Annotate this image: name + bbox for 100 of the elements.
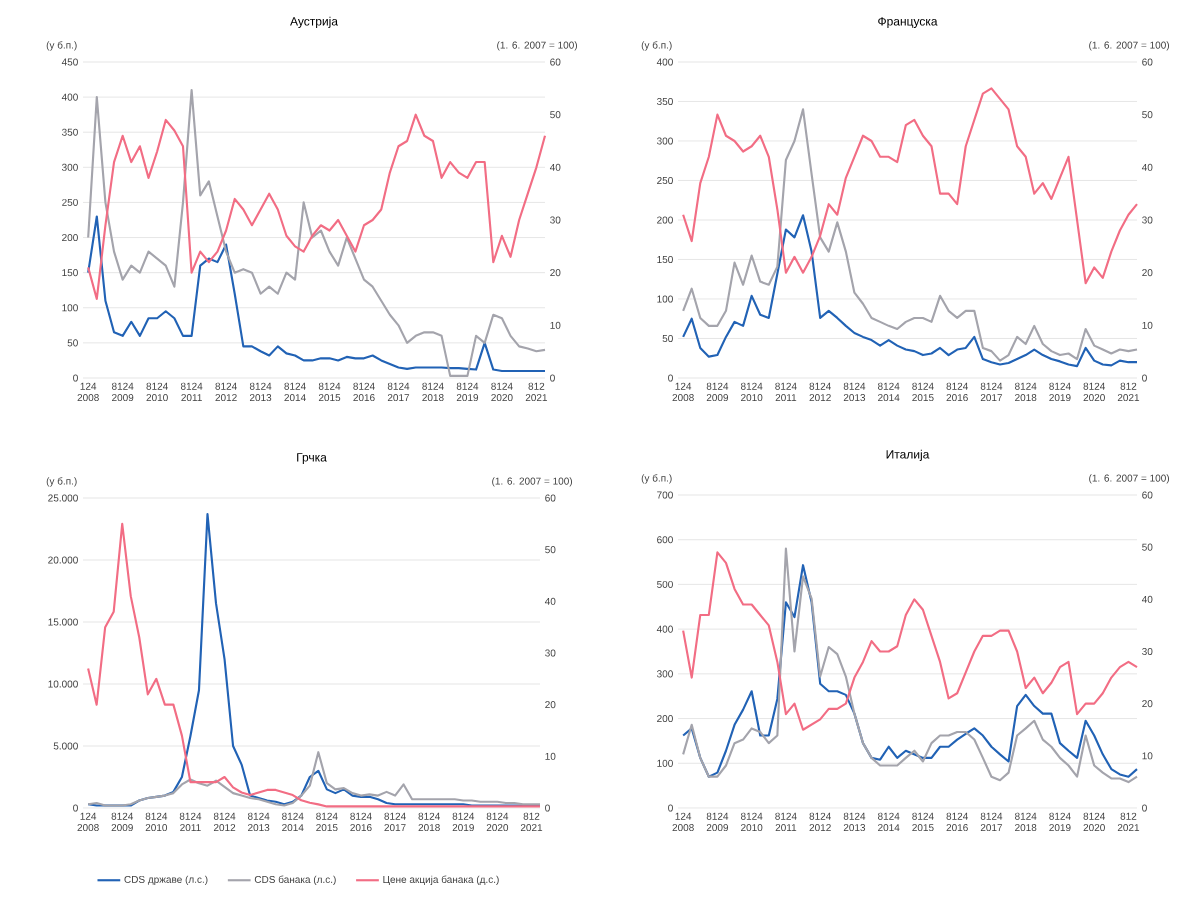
- y-tick-label: 50: [662, 334, 673, 343]
- y2-tick-label: 40: [1141, 163, 1153, 171]
- y2-tick-label: 60: [1142, 58, 1153, 66]
- x-tick-label: 8124 2014: [877, 382, 900, 402]
- y-tick-label: 200: [657, 216, 673, 224]
- y-axis-title: (у б.п.): [641, 474, 672, 484]
- y2-tick-label: 10: [1142, 752, 1153, 760]
- y2-tick-label: 0: [1142, 374, 1147, 382]
- y-tick-label: 300: [656, 670, 673, 678]
- x-tick-label: 8124 2009: [706, 382, 729, 402]
- y-tick-label: 0: [668, 374, 673, 382]
- y-tick-label: 25.000: [48, 494, 78, 502]
- line-series: [87, 113, 547, 301]
- x-tick-label: 8124 2018: [418, 812, 440, 832]
- chart-title: Аустрија: [290, 16, 338, 28]
- y-tick-label: 200: [62, 234, 78, 242]
- x-tick-label: 8124 2018: [1015, 812, 1037, 832]
- chart-title: Италија: [886, 449, 930, 461]
- x-tick-label: 124 2008: [77, 382, 99, 402]
- y2-tick-label: 60: [1142, 491, 1153, 499]
- x-tick-label: 8124 2012: [809, 812, 831, 832]
- x-tick-label: 8124 2016: [350, 812, 372, 832]
- y-tick-label: 500: [657, 580, 673, 588]
- y2-tick-label: 50: [550, 111, 561, 119]
- y2-axis-title: (1. 6. 2007 = 100): [1089, 474, 1170, 484]
- x-tick-label: 8124 2016: [946, 382, 968, 402]
- x-tick-label: 8124 2009: [111, 382, 134, 402]
- y-tick-label: 15.000: [48, 618, 78, 626]
- x-tick-label: 8124 2017: [980, 812, 1003, 832]
- chart-title: Француска: [878, 17, 938, 28]
- y2-tick-label: 0: [1142, 804, 1147, 812]
- chart-title: Грчка: [297, 453, 327, 464]
- x-tick-label: 124 2008: [77, 812, 99, 832]
- x-tick-label: 8124 2017: [980, 382, 1003, 402]
- x-tick-label: 8124 2018: [422, 382, 444, 402]
- y-tick-label: 600: [657, 536, 673, 544]
- y-tick-label: 150: [62, 269, 78, 277]
- x-tick-label: 8124 2010: [740, 382, 763, 402]
- y-tick-label: 10.000: [48, 680, 78, 688]
- x-tick-label: 8124 2020: [1083, 382, 1106, 402]
- y2-tick-label: 10: [545, 752, 556, 760]
- y-tick-label: 250: [62, 198, 78, 206]
- x-tick-label: 8124 2020: [1083, 812, 1106, 832]
- x-tick-label: 124 2008: [672, 812, 694, 832]
- y-axis-title: (у б.п.): [46, 41, 77, 51]
- x-tick-label: 8124 2014: [877, 812, 900, 832]
- y2-tick-label: 40: [1141, 595, 1153, 603]
- y2-axis-title: (1. 6. 2007 = 100): [1089, 41, 1170, 51]
- x-tick-label: 8124 2015: [318, 382, 341, 402]
- y2-axis-title: (1. 6. 2007 = 100): [492, 477, 573, 487]
- x-tick-label: 8124 2013: [249, 382, 272, 402]
- x-tick-label: 812 2021: [525, 382, 548, 402]
- y-tick-label: 300: [656, 137, 673, 145]
- y-tick-label: 350: [61, 128, 78, 136]
- y-tick-label: 20.000: [48, 556, 78, 564]
- y-tick-label: 150: [657, 255, 673, 264]
- x-tick-label: 8124 2019: [452, 812, 475, 832]
- x-tick-label: 8124 2020: [486, 812, 509, 832]
- x-tick-label: 8124 2012: [213, 812, 236, 832]
- x-tick-label: 8124 2010: [146, 382, 168, 402]
- y2-tick-label: 20: [1142, 269, 1153, 277]
- y-tick-label: 0: [668, 804, 673, 812]
- x-tick-label: 812 2021: [1117, 812, 1140, 832]
- x-tick-label: 8124 2009: [111, 812, 134, 832]
- x-tick-label: 8124 2009: [706, 812, 729, 832]
- y2-tick-label: 20: [550, 269, 561, 277]
- y2-tick-label: 40: [549, 163, 561, 171]
- x-tick-label: 8124 2012: [215, 382, 237, 402]
- x-tick-label: 8124 2010: [145, 812, 168, 832]
- legend-label: CDS банака (л.с.): [254, 875, 336, 885]
- x-tick-label: 124 2008: [672, 382, 694, 402]
- x-tick-label: 8124 2015: [912, 812, 934, 832]
- y-tick-label: 5.000: [53, 742, 78, 750]
- y-tick-label: 700: [657, 491, 673, 499]
- y-tick-label: 0: [73, 374, 78, 382]
- line-series: [682, 108, 1139, 362]
- y-tick-label: 100: [62, 304, 78, 312]
- x-tick-label: 8124 2017: [384, 812, 406, 832]
- y-tick-label: 0: [73, 804, 78, 812]
- x-tick-label: 8124 2010: [740, 812, 763, 832]
- x-tick-label: 8124 2015: [912, 382, 934, 402]
- y2-tick-label: 30: [550, 216, 561, 224]
- y2-tick-label: 60: [545, 494, 556, 502]
- y-tick-label: 400: [656, 625, 673, 633]
- y-tick-label: 100: [657, 295, 673, 303]
- y2-tick-label: 30: [1142, 216, 1153, 224]
- y-tick-label: 300: [61, 163, 78, 171]
- y2-tick-label: 50: [1142, 111, 1153, 119]
- y-axis-title: (у б.п.): [46, 477, 77, 487]
- y2-tick-label: 40: [544, 597, 556, 605]
- x-tick-label: 8124 2011: [775, 812, 797, 832]
- x-tick-label: 8124 2018: [1015, 382, 1037, 402]
- x-tick-label: 8124 2016: [946, 812, 968, 832]
- x-tick-label: 8124 2020: [491, 382, 513, 402]
- x-tick-label: 8124 2017: [387, 382, 410, 402]
- x-tick-label: 8124 2013: [843, 382, 866, 402]
- legend-label: CDS државе (л.с.): [124, 875, 208, 885]
- x-tick-label: 812 2021: [520, 812, 543, 832]
- line-series: [682, 214, 1139, 368]
- y2-tick-label: 50: [545, 546, 556, 554]
